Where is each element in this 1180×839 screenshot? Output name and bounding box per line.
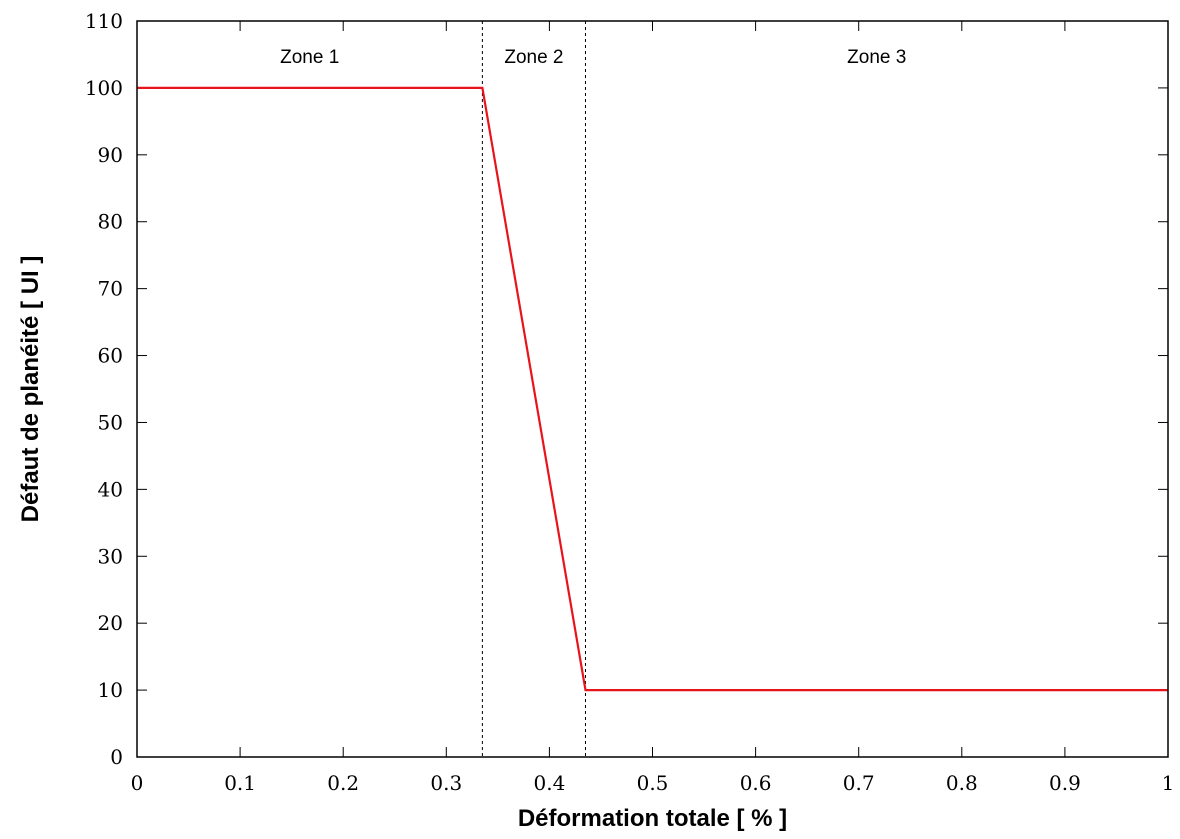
x-axis-title: Déformation totale [ % ]: [518, 805, 787, 832]
y-tick-label: 60: [98, 344, 123, 368]
zone-label: Zone 2: [504, 47, 563, 68]
y-tick-label: 40: [98, 477, 123, 501]
x-tick-label: 0.8: [946, 771, 978, 795]
series-group: [137, 86, 1168, 692]
x-tick-label: 0.7: [843, 771, 875, 795]
zone-labels: Zone 1 Zone 2 Zone 3: [280, 47, 906, 68]
x-tick-label: 0.9: [1049, 771, 1081, 795]
y-tick-label: 10: [98, 678, 123, 702]
x-tick-label: 0.5: [637, 771, 669, 795]
zone-label: Zone 1: [280, 47, 339, 68]
x-tick-label: 0.1: [224, 771, 256, 795]
x-tick-label: 0.3: [430, 771, 462, 795]
y-tick-label: 0: [110, 745, 123, 769]
y-tick-label: 30: [98, 544, 123, 568]
x-tick-label: 0.2: [327, 771, 359, 795]
zone-boundaries: [481, 21, 586, 757]
x-tick-label: 0.4: [533, 771, 565, 795]
y-tick-label: 110: [85, 9, 123, 33]
y-tick-label: 20: [98, 611, 123, 635]
x-tick-label: 0: [131, 771, 144, 795]
y-tick-label: 100: [85, 76, 123, 100]
x-tick-label: 0.6: [740, 771, 772, 795]
y-tick-label: 50: [98, 410, 123, 434]
y-tick-label: 70: [98, 277, 123, 301]
x-axis-ticks: 0 0.1 0.2 0.3 0.4 0.5 0.6 0.7 0.8 0.9 1: [131, 21, 1175, 795]
y-axis-ticks: 0 10 20 30 40 50 60 70 80 90 100 110: [85, 9, 1168, 769]
y-tick-label: 90: [98, 143, 123, 167]
y-axis-title: Défaut de planéité [ UI ]: [17, 256, 44, 523]
plot-frame: [136, 20, 1169, 758]
zone-label: Zone 3: [847, 47, 906, 68]
x-tick-label: 1: [1162, 771, 1175, 795]
y-tick-label: 80: [98, 210, 123, 234]
series-line: [137, 86, 1168, 692]
